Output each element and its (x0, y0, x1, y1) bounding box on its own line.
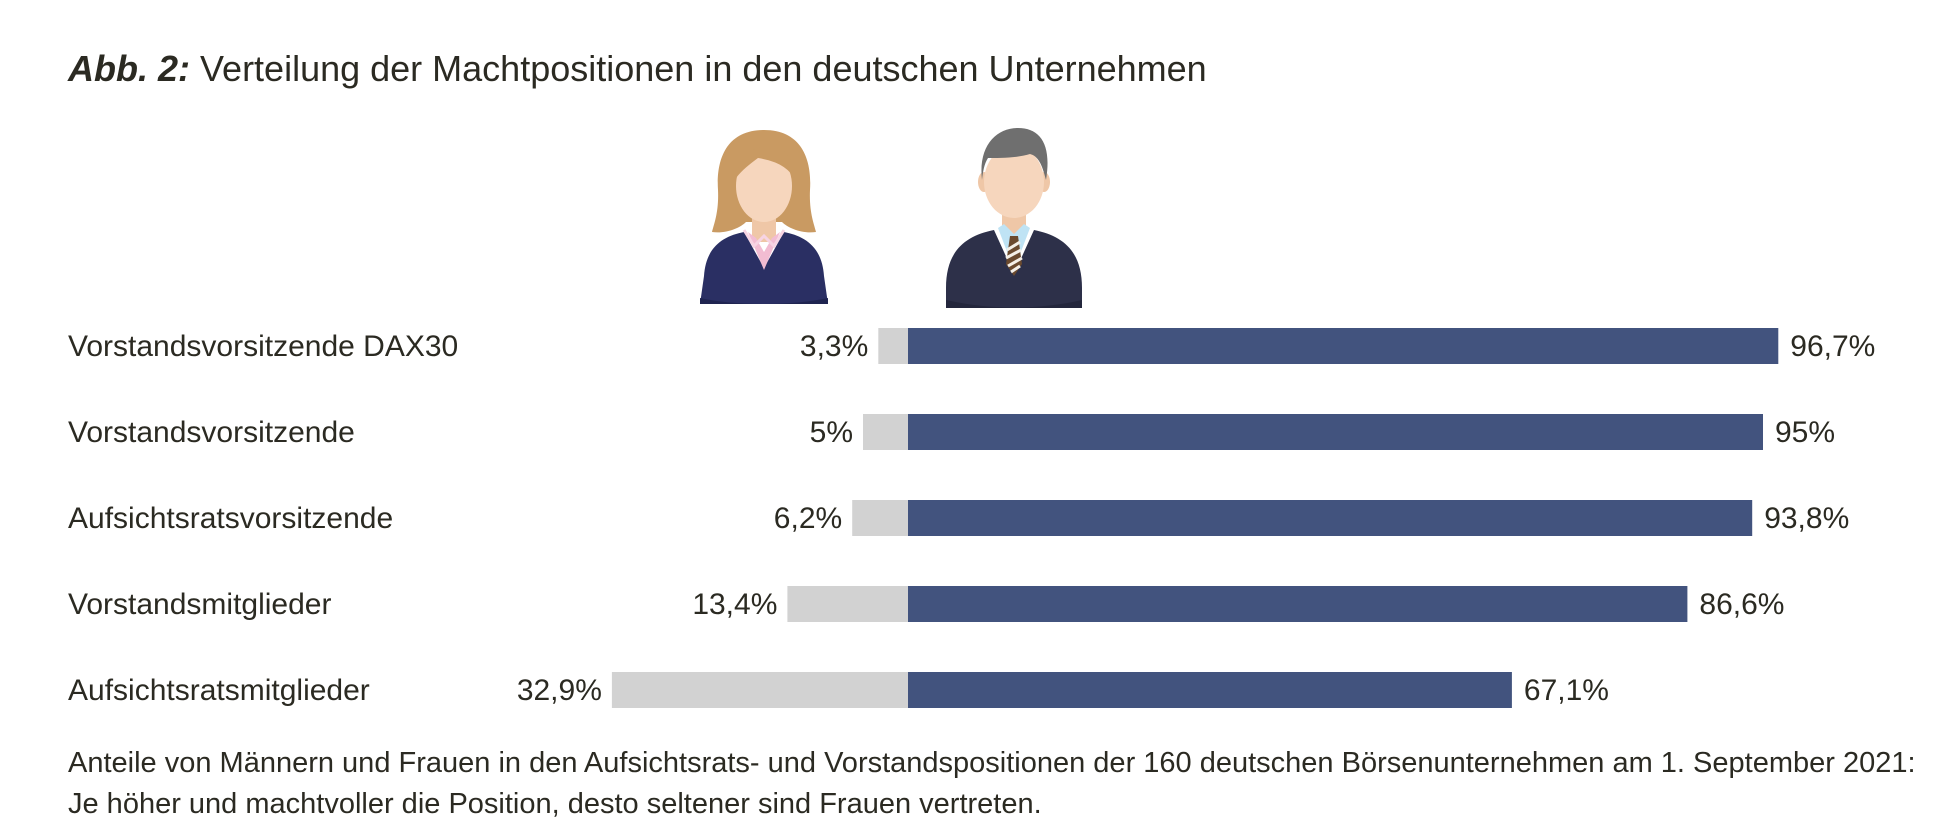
men-value-label: 86,6% (1699, 588, 1784, 621)
category-label: Vorstandsmitglieder (68, 588, 331, 621)
woman-avatar-icon (700, 130, 828, 304)
men-value-label: 67,1% (1524, 674, 1609, 707)
men-bar (908, 328, 1779, 364)
women-bar (611, 672, 908, 708)
figure-number: Abb. 2: (68, 48, 190, 89)
man-avatar-icon (946, 128, 1082, 308)
chart-title: Abb. 2: Verteilung der Machtpositionen i… (68, 48, 1207, 90)
category-label: Vorstandsvorsitzende DAX30 (68, 330, 458, 363)
women-bar (863, 414, 908, 450)
category-label: Vorstandsvorsitzende (68, 416, 355, 449)
chart-title-text: Verteilung der Machtpositionen in den de… (200, 48, 1207, 89)
men-bar (908, 586, 1688, 622)
women-value-label: 13,4% (692, 588, 777, 621)
women-bar (787, 586, 908, 622)
men-bar (908, 414, 1763, 450)
women-value-label: 5% (810, 416, 853, 449)
men-value-label: 93,8% (1764, 502, 1849, 535)
men-value-label: 95% (1775, 416, 1835, 449)
women-bar (852, 500, 908, 536)
chart-caption: Anteile von Männern und Frauen in den Au… (68, 743, 1916, 825)
caption-line-2: Je höher und machtvoller die Position, d… (68, 788, 1042, 820)
category-label: Aufsichtsratsvorsitzende (68, 502, 393, 535)
category-label: Aufsichtsratsmitglieder (68, 674, 370, 707)
caption-line-1: Anteile von Männern und Frauen in den Au… (68, 747, 1916, 779)
women-value-label: 6,2% (774, 502, 842, 535)
men-value-label: 96,7% (1790, 330, 1875, 363)
women-bar (878, 328, 908, 364)
men-bar (908, 500, 1753, 536)
men-bar (908, 672, 1512, 708)
women-value-label: 3,3% (800, 330, 868, 363)
women-value-label: 32,9% (517, 674, 602, 707)
